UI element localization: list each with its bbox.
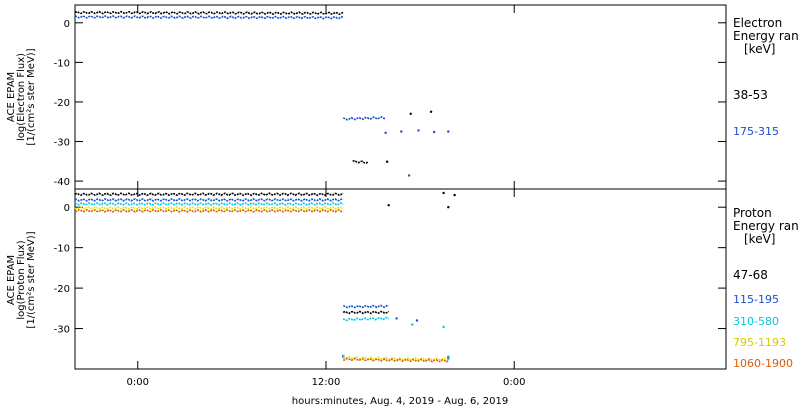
electron-legend-title-1: Electron [733,16,782,30]
electron-series-175-315-point [384,131,387,134]
electron-ylabel-line-3: [1/(cm²s ster MeV)] [26,48,37,145]
proton-series-47-68-point [447,206,450,209]
electron-ylabel-line-1: ACE EPAM [6,72,17,122]
electron-series-38-53-point [386,160,389,163]
electron-legend-entry-1: 38-53 [733,88,768,102]
proton-series-795-1193-trace [342,355,449,362]
proton-series-1060-1900-trace [74,208,344,213]
electron-series-175-315-point [407,174,411,177]
proton-legend-entry-4: 795-1193 [733,336,786,349]
proton-series-310-580-point [342,354,345,358]
electron-series-175-315-point [433,130,436,134]
electron-ytick-label: -10 [54,58,70,69]
electron-series-175-315-point [447,130,450,133]
electron-ytick-label: -30 [54,138,70,149]
electron-series-38-53-point [429,110,433,114]
proton-legend-entry-5: 1060-1900 [733,357,793,370]
proton-series-47-68-point [387,204,390,207]
proton-series-47-68-point [453,193,456,197]
proton-ytick-label: 0 [64,203,70,214]
electron-ytick-label: 0 [64,19,70,30]
electron-legend-entry-2: 175-315 [733,125,779,138]
proton-ylabel-line-2: log(Proton Flux) [16,240,27,319]
proton-series-310-580-trace [342,316,390,322]
proton-legend-title-2: Energy ran [733,219,799,233]
proton-series-115-195-trace [343,304,389,309]
proton-ytick-label: -30 [54,325,70,336]
proton-series-115-195-point [395,317,398,320]
proton-ylabel-line-3: [1/(cm²s ster MeV)] [26,231,37,328]
proton-series-115-195-trace [74,197,344,202]
proton-series-1060-1900-trace [343,357,449,363]
electron-series-38-53-trace [74,10,344,16]
x-tick-label: 12:00 [312,377,341,388]
proton-series-47-68-trace [342,310,390,315]
proton-series-795-1193-trace [74,206,344,210]
x-tick-label: 0:00 [127,377,149,388]
electron-legend-title-3: [keV] [744,42,775,56]
electron-series-38-53-trace [352,159,369,164]
proton-series-47-68-trace [74,192,344,197]
proton-ytick-label: -10 [54,244,70,255]
proton-legend-entry-2: 115-195 [733,293,779,306]
electron-series-175-315-trace [343,115,386,121]
x-axis-title: hours:minutes, Aug. 4, 2019 - Aug. 6, 20… [292,396,508,407]
proton-legend-entry-3: 310-580 [733,315,779,328]
electron-series-175-315-point [400,130,403,133]
proton-series-310-580-point [411,323,414,326]
electron-ytick-label: -20 [54,98,70,109]
proton-legend-entry-1: 47-68 [733,268,768,282]
proton-series-310-580-trace [74,202,344,206]
proton-ytick-label: -20 [54,284,70,295]
proton-legend-title-3: [keV] [744,232,775,246]
electron-series-175-315-point [417,129,420,132]
electron-ytick-label: -40 [54,177,70,188]
electron-series-38-53-point [409,112,412,116]
electron-ylabel-line-2: log(Electron Flux) [16,53,27,141]
proton-ylabel-line-1: ACE EPAM [6,255,17,305]
electron-legend-title-2: Energy ran [733,29,799,43]
proton-panel-frame [74,188,727,370]
x-tick-label: 0:00 [503,377,525,388]
proton-series-115-195-point [415,319,419,322]
proton-series-310-580-point [442,325,445,329]
electron-panel-frame [74,4,727,190]
proton-series-310-580-point [447,356,450,359]
proton-series-47-68-point [442,191,445,195]
proton-legend-title-1: Proton [733,206,772,220]
electron-series-175-315-trace [74,14,344,20]
